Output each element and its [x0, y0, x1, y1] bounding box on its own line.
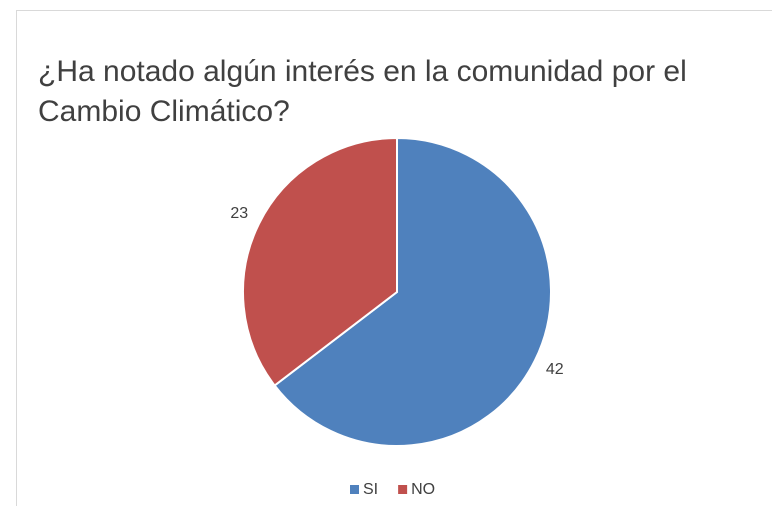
legend-label: NO — [411, 481, 435, 498]
legend-label: SI — [363, 481, 378, 498]
legend-swatch — [398, 485, 408, 494]
legend-swatch — [350, 485, 359, 494]
pie-slice — [273, 136, 552, 447]
chart-title: ¿Ha notado algún interés en la comunidad… — [38, 55, 687, 128]
data-label: 23 — [230, 205, 248, 222]
chart-border — [16, 10, 772, 506]
data-label: 42 — [546, 361, 564, 378]
pie-slice — [242, 136, 398, 387]
